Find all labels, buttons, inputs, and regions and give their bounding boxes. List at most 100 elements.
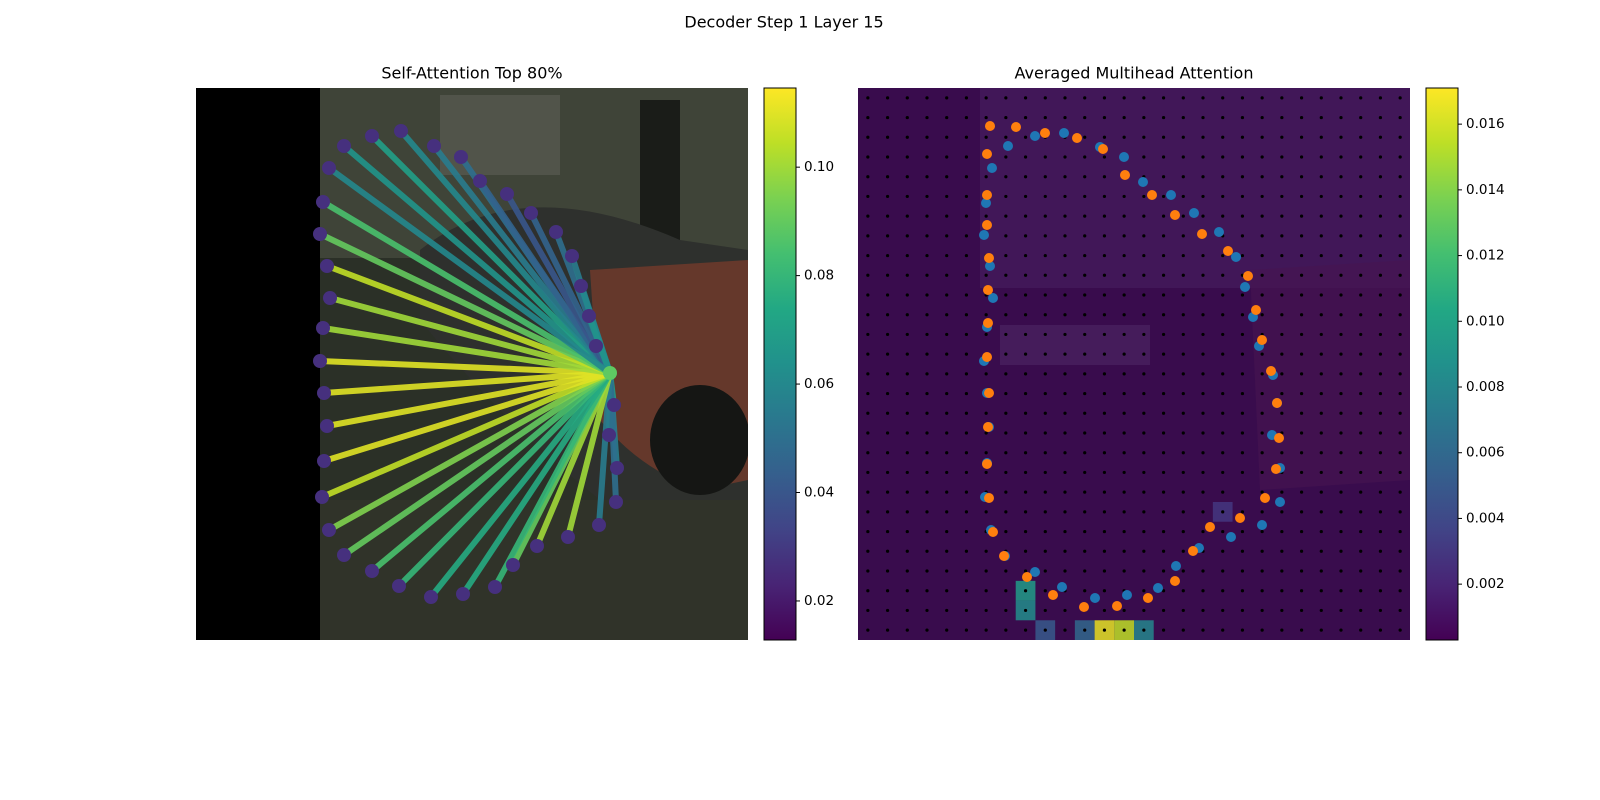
grid-dot [1122, 352, 1126, 356]
grid-dot [1181, 529, 1185, 534]
attention-line [369, 370, 613, 574]
grid-dot [1260, 273, 1264, 277]
grid-dot [984, 431, 988, 435]
grid-dot [1004, 569, 1008, 573]
grid-dot [1043, 115, 1047, 120]
grid-dot [984, 549, 988, 553]
grid-dot [866, 589, 870, 593]
contour-point [317, 454, 331, 468]
grid-dot [885, 234, 890, 238]
grid-dot [1260, 214, 1264, 218]
grid-dot [945, 313, 949, 317]
grid-dot [1221, 175, 1225, 179]
grid-dot [1319, 529, 1323, 534]
grid-dot [1142, 569, 1146, 573]
grid-dot [1280, 510, 1284, 514]
grid-dot [1181, 135, 1185, 139]
grid-dot [1142, 411, 1146, 415]
grid-dot [1102, 451, 1107, 455]
point [1240, 282, 1250, 292]
grid-dot [1339, 96, 1343, 100]
colorbar-tick-label: 0.10 [804, 159, 834, 175]
grid-dot [1221, 391, 1225, 396]
grid-dot [1122, 313, 1126, 317]
grid-dot [1063, 529, 1067, 534]
grid-dot [925, 155, 929, 159]
grid-dot [1161, 608, 1166, 613]
grid-dot [1359, 253, 1363, 258]
grid-dot [1023, 214, 1028, 218]
grid-dot [905, 96, 909, 100]
grid-dot [945, 352, 949, 356]
grid-dot [1339, 293, 1343, 297]
grid-dot [1378, 135, 1383, 139]
grid-dot [1319, 293, 1323, 297]
grid-dot [905, 155, 909, 159]
grid-dot [1043, 293, 1047, 297]
grid-dot [984, 589, 988, 593]
contour-point [320, 419, 334, 433]
grid-dot [1378, 214, 1383, 218]
grid-dot [1023, 194, 1028, 199]
grid-dot [1398, 529, 1402, 534]
grid-dot [1063, 175, 1067, 179]
contour-point [574, 279, 588, 293]
grid-dot [984, 510, 988, 514]
grid-dot [1339, 529, 1343, 534]
grid-dot [1319, 352, 1323, 356]
grid-dot [1299, 608, 1304, 613]
grid-dot [964, 234, 969, 238]
point [1011, 122, 1021, 132]
grid-dot [1142, 96, 1146, 100]
grid-dot [1221, 608, 1225, 613]
contour-point [610, 461, 624, 475]
grid-dot [1201, 451, 1205, 455]
grid-dot [1181, 549, 1185, 553]
grid-dot [964, 273, 969, 277]
contour-point [506, 558, 520, 572]
grid-dot [1122, 293, 1126, 297]
grid-dot [1102, 253, 1107, 258]
grid-dot [1221, 589, 1225, 593]
grid-dot [1142, 155, 1146, 159]
grid-dot [1083, 431, 1087, 435]
grid-dot [1083, 451, 1087, 455]
attention-line [428, 370, 613, 600]
grid-dot [1378, 529, 1383, 534]
grid-dot [1161, 510, 1166, 514]
point [1171, 561, 1181, 571]
grid-dot [1102, 431, 1107, 435]
point [984, 388, 994, 398]
grid-dot [1201, 372, 1205, 376]
grid-dot [925, 589, 929, 593]
grid-dot [1004, 115, 1008, 120]
grid-dot [1023, 411, 1028, 415]
grid-dot [925, 510, 929, 514]
grid-dot [1398, 175, 1402, 179]
grid-dot [1063, 490, 1067, 494]
grid-dot [964, 96, 969, 100]
grid-dot [1102, 372, 1107, 376]
attention-line [320, 199, 613, 376]
grid-dot [905, 135, 909, 139]
grid-dot [945, 155, 949, 159]
grid-dot [1181, 253, 1185, 258]
grid-dot [1142, 135, 1146, 139]
grid-dot [1023, 608, 1028, 613]
point [1260, 493, 1270, 503]
grid-dot [1280, 628, 1284, 632]
grid-dot [1161, 391, 1166, 396]
figure-title: Decoder Step 1 Layer 15 [684, 13, 883, 32]
grid-dot [1280, 589, 1284, 593]
grid-dot [964, 510, 969, 514]
point [982, 190, 992, 200]
grid-dot [1319, 589, 1323, 593]
grid-dot [1299, 313, 1304, 317]
grid-dot [945, 391, 949, 396]
grid-dot [1181, 332, 1185, 337]
grid-dot [885, 115, 890, 120]
grid-dot [1201, 135, 1205, 139]
grid-dot [1063, 293, 1067, 297]
grid-dot [1201, 470, 1205, 475]
grid-dot [1339, 194, 1343, 199]
